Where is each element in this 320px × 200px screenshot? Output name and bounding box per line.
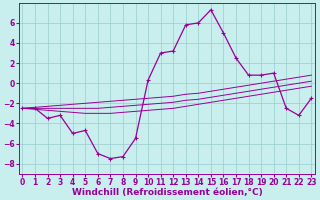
X-axis label: Windchill (Refroidissement éolien,°C): Windchill (Refroidissement éolien,°C) <box>72 188 262 197</box>
